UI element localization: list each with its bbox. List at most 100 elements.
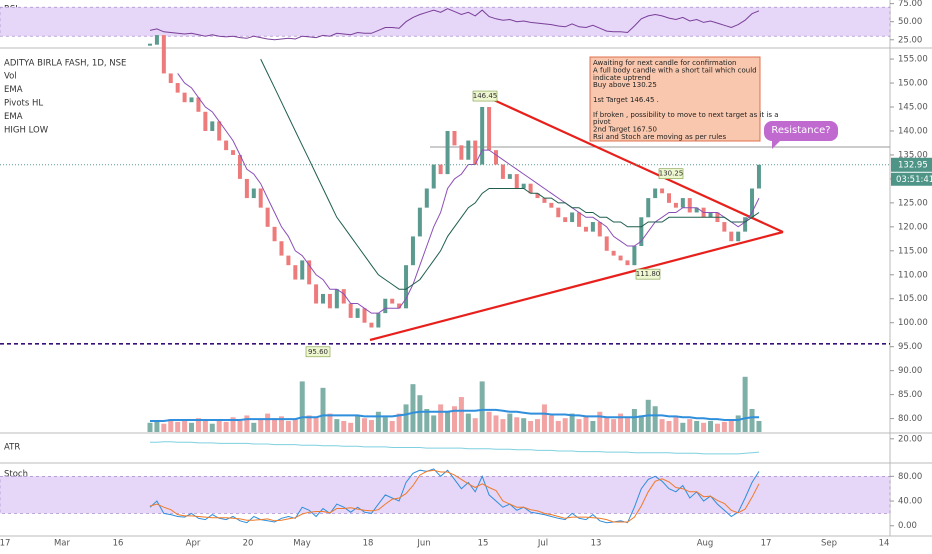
candle (203, 111, 208, 131)
pivot-box (635, 268, 661, 280)
candle (334, 289, 339, 309)
countdown-badge (891, 172, 932, 186)
candle (611, 250, 616, 256)
candle (473, 140, 478, 165)
x-tick-label: 15 (478, 539, 489, 549)
candle (542, 198, 547, 203)
candle (535, 193, 540, 199)
candle (224, 140, 229, 151)
volume-bar (251, 422, 257, 432)
pivot-label: 146.45 (473, 92, 498, 100)
symbol: ADITYA BIRLA FASH, 1D, NSE (4, 59, 126, 69)
volume-bar (472, 418, 478, 432)
volume-bar (465, 413, 471, 432)
candle (307, 260, 312, 285)
volume-bar (728, 419, 734, 432)
candle (708, 212, 713, 218)
x-tick-label: Aug (697, 539, 714, 549)
volume-bar (445, 411, 451, 432)
indicator-name: Vol (4, 72, 17, 82)
volume-bar (382, 417, 388, 432)
y-tick-label: 85.00 (898, 390, 922, 400)
volume-bar (638, 415, 644, 432)
pivot-label: 95.60 (308, 348, 328, 356)
volume-bar (708, 420, 714, 432)
volume-bar (147, 422, 153, 432)
x-tick-label: 16 (113, 539, 124, 549)
candle (327, 293, 332, 309)
volume-bar (528, 420, 534, 432)
candle (410, 236, 415, 266)
volume-bar (258, 420, 264, 432)
volume-bar (555, 420, 561, 432)
y-tick-label: 0.00 (898, 521, 917, 531)
volume-bar (195, 418, 201, 432)
volume-bar (285, 420, 291, 432)
volume-bar (652, 406, 658, 432)
stoch-d (149, 469, 760, 523)
atr-title: ATR (4, 443, 20, 453)
candle (431, 164, 436, 189)
y-tick-label: 40.00 (898, 497, 922, 507)
volume-bar (583, 415, 589, 432)
callout-text: Resistance? (771, 125, 830, 136)
annotation-line: indicate uptrend (593, 74, 651, 82)
y-tick-label: 155.00 (898, 55, 928, 65)
candle (583, 226, 588, 232)
volume-bar (493, 415, 499, 432)
candle (182, 92, 187, 103)
candle (507, 174, 512, 179)
y-tick-label: 145.00 (898, 103, 928, 113)
candle (736, 231, 741, 242)
volume-bar (292, 419, 298, 432)
candle (417, 207, 422, 237)
candle (341, 289, 346, 304)
volume-bar (216, 419, 222, 432)
volume-bar (500, 419, 506, 432)
candle (314, 284, 319, 304)
volume-bar (535, 419, 541, 432)
volume-bar (272, 418, 278, 432)
volume-bar (514, 417, 520, 432)
annotation-line: pivot (593, 118, 611, 126)
candle (244, 178, 249, 199)
volume-bar (189, 422, 195, 432)
candle (667, 193, 671, 203)
candle (348, 303, 353, 318)
stoch-title: Stoch (4, 470, 28, 480)
volume-bar (223, 421, 229, 432)
y-tick-label: 110.00 (898, 270, 928, 280)
volume-bar (673, 417, 679, 432)
candle (563, 217, 568, 223)
volume-bar (368, 420, 374, 432)
candle (272, 226, 277, 242)
y-tick-label: 125.00 (898, 198, 928, 208)
pivot-box (658, 168, 684, 180)
candle (390, 298, 395, 304)
candle (521, 183, 526, 189)
candle (590, 222, 595, 232)
volume-bar (624, 418, 630, 432)
x-tick-label: 14 (879, 539, 890, 549)
volume-bar (341, 420, 347, 432)
volume-bar (265, 413, 271, 432)
candle (424, 188, 429, 208)
volume-bar (541, 404, 547, 432)
volume-bar (451, 406, 457, 432)
rsi-band (0, 6, 891, 37)
volume-bar (597, 411, 603, 432)
candle (577, 212, 582, 227)
volume-bar (313, 417, 319, 432)
stoch-band (0, 476, 891, 514)
volume-bar (334, 419, 340, 432)
triangle-lower (369, 230, 784, 342)
volume-bar (161, 423, 167, 432)
annotation-line: A full body candle with a short tail whi… (593, 66, 757, 74)
x-tick-label: 13 (591, 539, 602, 549)
candle (438, 164, 443, 175)
candle (618, 255, 623, 261)
annotation-line: 1st Target 146.45 . (593, 96, 659, 104)
candle (355, 308, 360, 318)
